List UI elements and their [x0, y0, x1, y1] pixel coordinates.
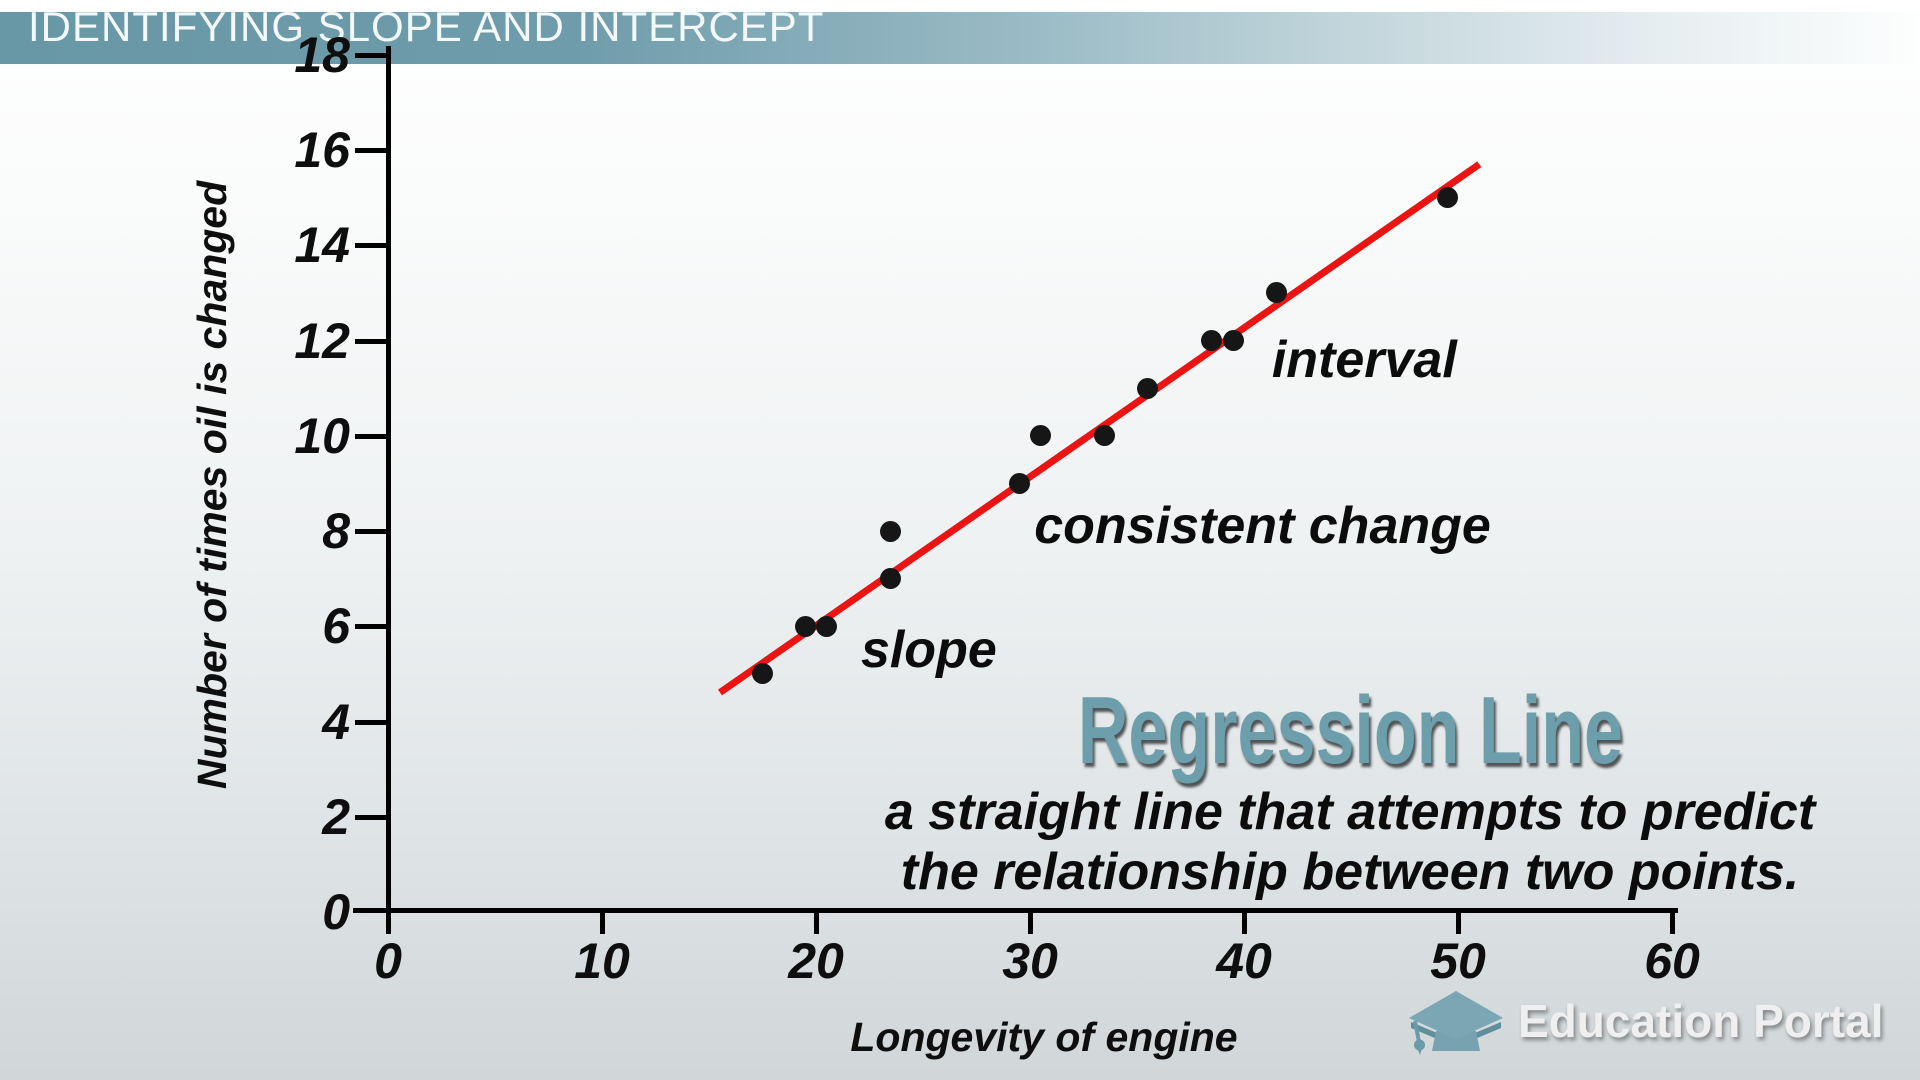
y-tick-mark [355, 243, 388, 249]
y-tick-mark [355, 148, 388, 154]
y-tick-label: 12 [294, 312, 350, 369]
y-tick-mark [355, 529, 388, 535]
x-tick-mark [1670, 908, 1675, 934]
x-tick-label: 40 [1216, 933, 1272, 989]
data-point [1137, 377, 1159, 399]
y-tick-mark [355, 338, 388, 344]
y-tick-label: 0 [322, 884, 350, 940]
y-tick-mark [355, 433, 388, 439]
data-point [752, 663, 773, 685]
data-point [816, 615, 838, 637]
x-tick-mark [1028, 908, 1033, 934]
y-tick-label: 18 [294, 26, 350, 83]
x-tick-mark [600, 908, 605, 934]
chart-annotation: interval [1271, 330, 1457, 389]
y-tick-label: 14 [294, 217, 350, 274]
y-axis-title: Number of times oil is changed [189, 180, 235, 790]
chart-annotation: slope [860, 621, 997, 680]
y-tick-label: 6 [322, 598, 350, 655]
data-point [880, 568, 902, 590]
callout-title-text: Regression Line [1077, 677, 1623, 784]
x-tick-label: 30 [1002, 933, 1058, 989]
data-point [1008, 472, 1030, 494]
chart-annotation: consistent change [1034, 497, 1491, 556]
y-tick-label: 2 [322, 788, 350, 845]
y-tick-label: 10 [294, 407, 350, 464]
data-point [1222, 330, 1244, 352]
x-tick-mark [1456, 908, 1461, 934]
y-tick-mark [355, 719, 388, 725]
x-tick-label: 50 [1430, 933, 1486, 989]
y-tick-label: 8 [322, 503, 350, 560]
x-tick-label: 60 [1644, 933, 1700, 989]
x-axis-line [353, 908, 1678, 913]
data-point [1265, 282, 1287, 304]
x-tick-mark [814, 908, 819, 934]
x-tick-label: 10 [574, 933, 630, 989]
x-tick-mark [1242, 908, 1247, 934]
callout-title: Regression Line [820, 676, 1880, 784]
y-tick-mark [355, 814, 388, 820]
x-tick-label: 20 [788, 933, 844, 989]
x-axis-title: Longevity of engine [850, 1014, 1238, 1060]
y-tick-mark [355, 624, 388, 630]
y-tick-label: 4 [322, 693, 350, 750]
callout-description: a straight line that attempts to predict… [820, 782, 1880, 902]
x-tick-label: 0 [374, 933, 402, 989]
data-point [1201, 330, 1223, 352]
brand-name: Education Portal [1518, 995, 1884, 1047]
data-point [1030, 425, 1052, 447]
brand-footer: Education Portal [1404, 985, 1883, 1057]
title-banner [0, 12, 1920, 64]
slide-title: IDENTIFYING SLOPE AND INTERCEPT [28, 3, 825, 50]
data-point [1094, 425, 1116, 447]
graduation-cap-icon [1409, 991, 1503, 1055]
y-tick-mark [355, 52, 388, 58]
callout-description-line1: a straight line that attempts to predict [884, 783, 1816, 841]
y-axis-line [386, 46, 391, 934]
data-point [880, 520, 902, 542]
data-point [794, 615, 816, 637]
y-tick-label: 16 [294, 122, 350, 179]
data-point [1436, 187, 1458, 209]
callout-description-line2: the relationship between two points. [900, 843, 1800, 901]
